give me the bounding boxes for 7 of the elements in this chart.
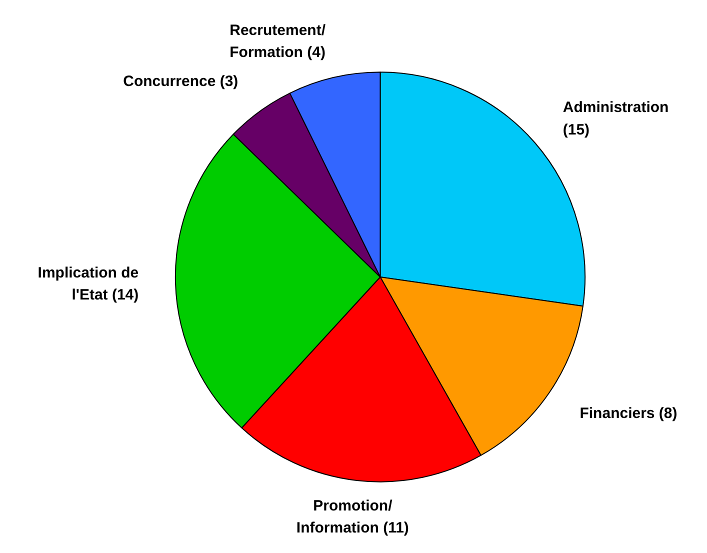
slice-label: Administration xyxy=(562,99,669,116)
slice-label: Recrutement/ Formation (4) xyxy=(230,22,326,62)
slice-label: Concurrence (3) xyxy=(123,72,238,90)
slice-label: Implication de l'Etat (14) xyxy=(38,264,139,304)
slice-label: Promotion/ Information (11) xyxy=(296,498,409,537)
data-label: (15) xyxy=(562,121,590,138)
slice-label: Financiers (8) xyxy=(580,404,678,422)
